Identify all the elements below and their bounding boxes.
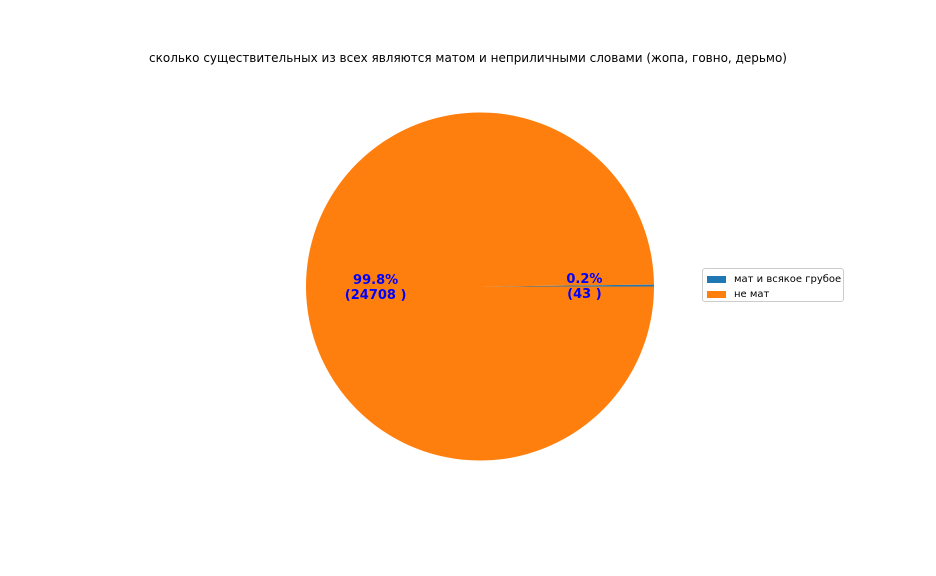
pie-labels: 0.2% (43 ) 99.8% (24708 ) [345,272,603,303]
chart-title: сколько существительных из всех являются… [149,51,787,65]
label-mat: 0.2% (43 ) [566,272,602,302]
label-ne-mat: 99.8% (24708 ) [345,273,407,303]
legend-swatch-ne-mat [707,290,726,298]
legend-label-mat: мат и всякое грубое [734,273,842,285]
legend-item-mat: мат и всякое грубое [707,272,841,286]
legend-label-ne-mat: не мат [734,288,770,300]
legend: мат и всякое грубое не мат [702,268,844,302]
slice-ne-mat [305,112,654,461]
pie-slices [305,112,654,461]
legend-item-ne-mat: не мат [707,287,769,301]
slice-mat [480,284,654,287]
legend-swatch-mat [707,275,726,283]
